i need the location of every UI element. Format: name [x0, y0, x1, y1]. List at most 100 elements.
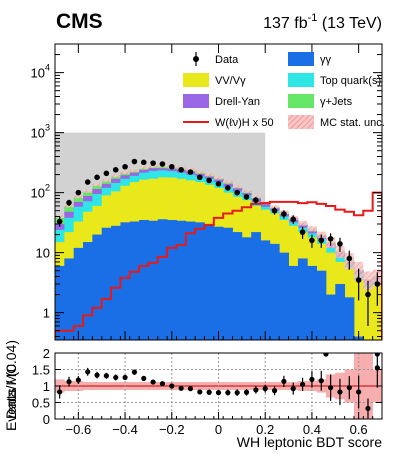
ratio-overflow-point-0	[323, 353, 329, 357]
bar-gg-8	[129, 221, 140, 340]
data-point-26	[309, 237, 315, 244]
ratio-y-tick-label-4: 2	[43, 346, 50, 361]
ratio-y-tick-label-0: 0	[43, 412, 50, 427]
bar-gg-21	[251, 232, 261, 340]
ratio-point-28	[318, 378, 324, 384]
bar-vv-32	[353, 279, 364, 340]
ratio-point-27	[309, 376, 315, 382]
bar-gg-15	[195, 222, 205, 340]
data-point-10	[150, 160, 156, 166]
bar-gg-6	[111, 225, 121, 340]
data-point-32	[365, 291, 371, 298]
ratio-point-16	[206, 389, 212, 395]
data-point-15	[197, 174, 203, 181]
ratio-point-1	[66, 379, 72, 385]
ratio-point-21	[253, 387, 259, 393]
unc-box-7	[120, 171, 130, 175]
y-tick-label-3: 104	[31, 63, 50, 81]
ratio-point-33	[365, 405, 371, 412]
ratio-point-12	[169, 383, 175, 389]
ratio-point-15	[197, 389, 203, 395]
bar-gg-18	[223, 227, 233, 340]
unc-box-10	[148, 165, 158, 168]
ratio-point-18	[225, 390, 231, 396]
bar-gg-29	[325, 294, 336, 340]
data-point-11	[159, 161, 166, 167]
legend: Data γγ VV/Vγ Top quark(s) Drell-Yan γ+Jets W(…	[183, 52, 385, 129]
ratio-point-32	[356, 389, 362, 395]
ratio-point-4	[94, 372, 100, 378]
x-tick-label-6: 0.6	[350, 422, 368, 437]
bar-vv-34	[372, 284, 382, 340]
data-point-17	[215, 181, 222, 187]
bar-gg-2	[73, 247, 84, 340]
data-point-8	[131, 158, 138, 165]
legend-entry-signal: W(ℓν)H x 50	[183, 117, 274, 129]
ratio-point-11	[159, 381, 166, 387]
ratio-point-6	[113, 374, 119, 381]
unc-box-18	[223, 180, 233, 184]
y-tick-label-2: 103	[31, 123, 50, 141]
legend-label-gjets: γ+Jets	[320, 96, 353, 108]
signal-line	[55, 191, 382, 340]
legend-swatch-gg	[288, 52, 314, 66]
bar-gg-1	[64, 258, 75, 340]
data-point-20	[243, 194, 250, 200]
bar-gg-30	[335, 284, 346, 340]
ratio-point-7	[122, 374, 128, 381]
bar-gg-23	[269, 243, 280, 340]
legend-label-gg: γγ	[320, 54, 332, 66]
legend-label-unc: MC stat. unc.	[320, 117, 385, 129]
data-point-13	[178, 167, 184, 173]
bar-gg-31	[344, 297, 355, 340]
legend-label-signal: W(ℓν)H x 50	[215, 117, 274, 129]
ratio-point-29	[328, 385, 334, 391]
legend-swatch-unc	[288, 115, 314, 129]
unc-box-9	[139, 166, 149, 170]
ratio-point-25	[290, 386, 296, 392]
y-tick-label-1: 102	[31, 183, 50, 201]
ratio-point-24	[281, 378, 287, 384]
unc-box-23	[269, 205, 280, 209]
data-point-19	[234, 189, 240, 196]
data-point-18	[225, 185, 231, 191]
unc-box-8	[129, 169, 140, 172]
data-point-24	[290, 216, 297, 223]
legend-entry-unc: MC stat. unc.	[288, 115, 385, 129]
data-point-21	[253, 197, 259, 203]
ratio-y-tick-label-1: 0.5	[32, 396, 50, 411]
bar-gg-26	[297, 258, 308, 340]
y-tick-label-one: 1	[43, 306, 50, 321]
ratio-point-26	[299, 381, 306, 387]
data-point-31	[355, 277, 362, 283]
legend-entry-data: Data	[193, 52, 239, 66]
unc-box-21	[251, 195, 261, 199]
unc-box-30	[335, 246, 345, 258]
bar-gg-9	[139, 219, 149, 340]
data-point-29	[337, 241, 343, 247]
x-tick-label-3: 0	[215, 422, 222, 437]
legend-entry-dy: Drell-Yan	[183, 94, 260, 108]
bar-gg-16	[204, 224, 215, 340]
data-point-4	[94, 174, 100, 181]
bar-gg-25	[288, 265, 299, 340]
ratio-point-3	[85, 369, 91, 375]
data-point-16	[206, 177, 212, 184]
unc-box-2	[73, 195, 84, 199]
ratio-point-5	[103, 373, 109, 379]
data-point-7	[122, 163, 128, 170]
bar-gg-3	[83, 242, 93, 340]
unc-box-6	[111, 174, 121, 178]
bar-gg-13	[176, 220, 187, 340]
unc-box-15	[195, 170, 205, 174]
bar-gg-14	[185, 221, 196, 340]
bar-gg-27	[307, 265, 317, 340]
luminosity-label: 137 fb-1 (13 TeV)	[263, 12, 382, 32]
lumi-energy: (13 TeV)	[317, 15, 382, 32]
x-tick-label-5: 0.4	[303, 422, 321, 437]
ratio-point-2	[75, 377, 81, 383]
legend-entry-gg: γγ	[288, 52, 332, 66]
bar-gg-10	[148, 220, 159, 340]
x-tick-label-1: −0.4	[112, 422, 138, 437]
y-axis-label-main: Events / (0.04)	[3, 340, 19, 431]
